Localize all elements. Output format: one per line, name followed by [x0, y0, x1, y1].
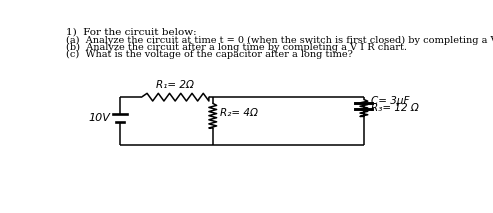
Text: (b)  Analyze the circuit after a long time by completing a V I R chart.: (b) Analyze the circuit after a long tim… [66, 43, 407, 52]
Text: (c)  What is the voltage of the capacitor after a long time?: (c) What is the voltage of the capacitor… [66, 49, 353, 59]
Text: R₁= 2Ω: R₁= 2Ω [156, 80, 194, 90]
Text: R₃= 12 Ω: R₃= 12 Ω [371, 103, 419, 113]
Text: R₂= 4Ω: R₂= 4Ω [220, 108, 258, 118]
Text: 10V: 10V [89, 113, 110, 123]
Text: 1)  For the circuit below:: 1) For the circuit below: [66, 28, 197, 37]
Text: (a)  Analyze the circuit at time t = 0 (when the switch is first closed) by comp: (a) Analyze the circuit at time t = 0 (w… [66, 36, 493, 45]
Text: C= 3μF: C= 3μF [371, 96, 409, 106]
